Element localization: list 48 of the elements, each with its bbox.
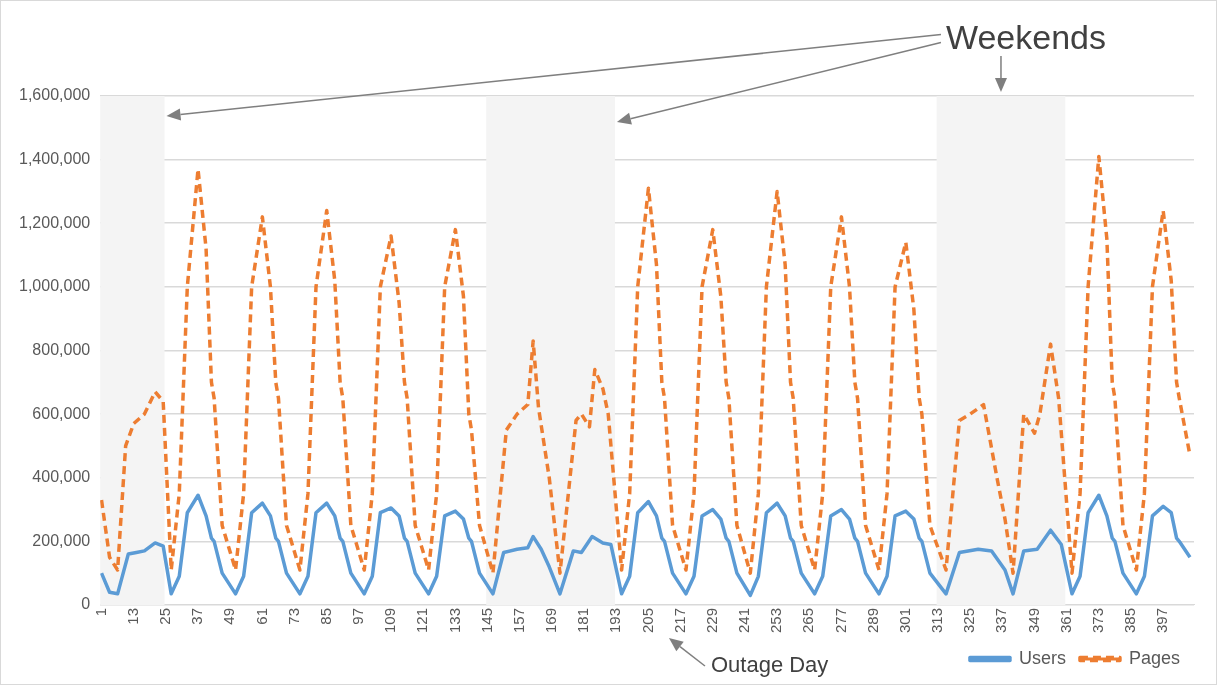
x-tick-label: 301 [895,607,913,633]
x-tick-label: 73 [284,607,302,625]
x-tick-label: 205 [638,607,656,633]
line-series [100,154,1192,575]
x-tick-label: 1 [91,607,109,617]
x-tick-label: 85 [316,607,334,625]
x-tick-label: 373 [1088,607,1106,633]
x-tick-label: 253 [767,607,785,633]
x-tick-label: 337 [992,607,1010,633]
x-tick-label: 157 [509,607,527,633]
y-tick-label: 1,000,000 [18,277,91,295]
x-tick-label: 349 [1024,607,1042,633]
x-tick-label: 181 [574,607,592,633]
x-tick-label: 121 [413,607,431,633]
x-tick-label: 265 [799,607,817,633]
x-tick-label: 61 [252,607,270,625]
x-tick-label: 145 [477,607,495,633]
y-tick-label: 1,200,000 [18,213,91,231]
x-tick-label: 193 [606,607,624,633]
x-tick-label: 25 [156,607,173,625]
y-tick-label: 400,000 [32,468,91,486]
y-tick-label: 1,400,000 [18,150,91,168]
x-tick-label: 49 [220,607,238,625]
x-tick-label: 13 [123,607,141,625]
x-tick-label: 97 [349,607,367,625]
legend-label: Users [1018,647,1066,668]
y-tick-label: 600,000 [32,404,91,422]
x-tick-label: 109 [381,607,399,633]
x-tick-label: 241 [735,607,753,633]
x-tick-label: 397 [1153,607,1171,633]
x-tick-label: 313 [928,607,946,633]
x-tick-label: 217 [670,607,688,633]
x-tick-label: 289 [863,607,881,633]
x-tick-label: 325 [960,607,978,633]
x-tick-label: 229 [702,607,720,633]
x-tick-label: 361 [1056,607,1074,633]
y-tick-label: 1,600,000 [18,86,91,104]
x-tick-label: 385 [1121,607,1139,633]
x-tick-label: 37 [188,607,206,625]
x-tick-label: 133 [445,607,463,633]
y-tick-label: 200,000 [32,531,91,549]
text: Outage Day [710,652,829,678]
x-tick-label: 277 [831,607,849,633]
legend-label: Pages [1128,647,1181,668]
y-tick-label: 0 [81,595,91,613]
x-tick-label: 169 [542,607,560,633]
text: Weekends [945,18,1106,57]
y-tick-label: 800,000 [32,340,91,358]
